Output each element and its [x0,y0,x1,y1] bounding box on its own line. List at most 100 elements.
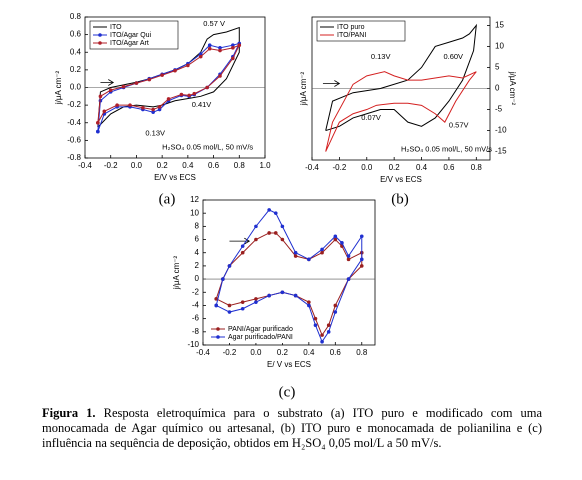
annotation: 0.07V [361,113,381,122]
y-tick-label: 15 [495,21,504,30]
x-tick-label: 0.0 [250,348,262,357]
legend-box [316,20,406,42]
x-tick-label: 1.0 [259,161,271,170]
series-line [97,44,241,123]
y-tick-label: 0.8 [70,12,82,21]
panel-label: (b) [391,191,409,207]
x-tick-label: 0.2 [157,161,169,170]
data-point [198,52,203,56]
data-point [218,74,222,78]
x-tick-label: 0.8 [471,163,483,172]
y-tick-label: -2 [192,287,200,296]
legend-box [208,323,296,343]
data-point [320,250,324,255]
data-point [227,264,232,268]
data-point [346,254,351,258]
data-point [227,303,232,308]
legend-marker [216,327,220,331]
data-point [192,91,197,96]
y-tick-label: -0.2 [67,100,81,109]
data-point [293,254,298,258]
data-point [313,316,318,321]
x-tick-label: -0.2 [104,161,118,170]
y-tick-label: 12 [190,195,199,204]
data-point [313,323,318,328]
data-point [293,250,298,255]
y-tick-label: -5 [495,105,503,114]
x-axis-label: E/V vs ECS [380,175,422,184]
y-tick-label: 8 [195,221,200,230]
y-tick-label: -0.4 [67,118,81,127]
data-point [160,73,164,77]
x-tick-label: 0.8 [356,348,368,357]
data-point [359,257,364,262]
legend-label: ITO puro [337,24,365,31]
x-tick-label: 0.4 [182,161,194,170]
data-point [157,107,162,112]
data-point [333,310,338,314]
y-tick-label: 0 [495,84,500,93]
data-point [333,234,338,239]
data-point [240,306,245,311]
series-line [325,71,477,152]
data-point [359,234,364,239]
data-point [240,244,245,248]
x-tick-label: -0.2 [332,163,346,172]
y-tick-label: 0.4 [70,47,82,56]
x-tick-label: 0.4 [303,348,315,357]
data-point [240,300,245,304]
y-axis-label: j/μA cm⁻² [299,72,308,107]
data-point [98,94,103,99]
data-point [326,323,331,328]
y-tick-label: 0 [195,274,200,283]
y-tick-label: -10 [495,126,507,135]
y-tick-label: 0.0 [70,83,82,92]
x-tick-label: 0.6 [330,348,342,357]
legend-label: Agar purificado/PANI [228,334,293,341]
x-tick-label: 0.2 [389,163,401,172]
y-tick-label: -10 [187,340,199,349]
data-point [273,231,278,235]
data-point [267,293,271,298]
x-tick-label: 0.6 [443,163,455,172]
legend-label: ITO/Agar Art [110,40,149,47]
data-point [267,208,271,212]
data-point [207,46,212,51]
data-point [231,43,235,47]
y2-axis-label: j/μA cm⁻² [508,71,517,106]
x-axis-label: E/ V vs ECS [267,360,311,369]
caption-text: Resposta eletroquímica para o substrato … [42,406,543,450]
y-tick-label: -15 [495,147,507,156]
data-point [198,54,203,59]
x-tick-label: 0.2 [277,348,289,357]
data-point [218,46,222,50]
data-point [157,105,162,109]
data-point [340,241,344,245]
data-point [227,310,232,314]
data-point [205,85,209,90]
x-tick-label: 0.8 [234,161,246,170]
annotation: H₂SO₄ 0.05 mol/L, 50 mV/s [162,142,253,151]
data-point [273,211,278,215]
data-point [221,277,225,281]
data-point [128,103,132,107]
x-tick-label: 0.6 [208,161,220,170]
annotation: 0.57 V [203,19,225,28]
y-tick-label: 2 [195,261,200,270]
data-point [346,277,351,281]
data-point [147,77,152,82]
data-point [151,110,155,114]
y-tick-label: 10 [190,208,199,217]
data-point [237,43,242,47]
legend-marker [98,41,102,45]
data-point [231,46,235,50]
series-line [325,23,477,132]
data-point [96,120,100,125]
data-point [218,48,222,53]
data-point [320,333,324,337]
series-line [215,232,363,337]
data-point [267,231,271,235]
data-point [307,257,311,262]
annotation: 0.13V [371,52,391,61]
